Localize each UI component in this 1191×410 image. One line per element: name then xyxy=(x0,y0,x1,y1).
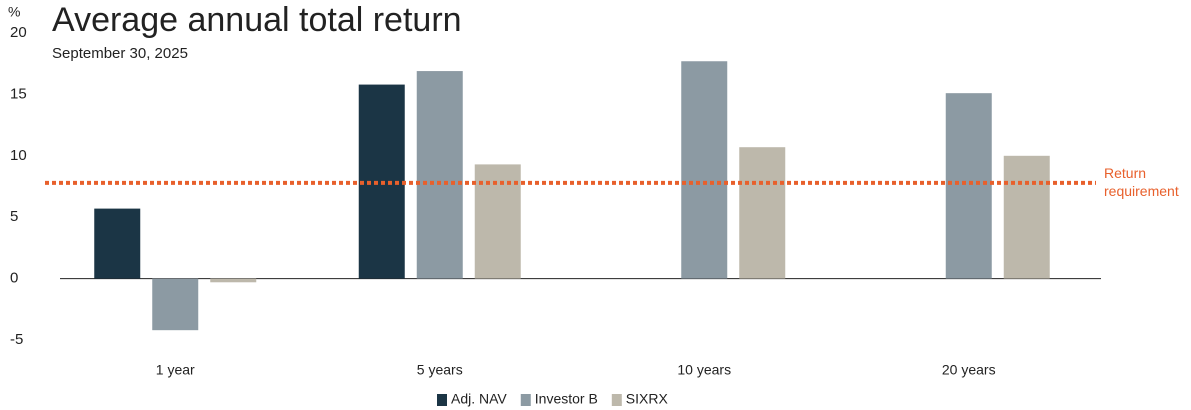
reference-label: Return requirement xyxy=(1104,164,1179,199)
legend-swatch xyxy=(437,394,447,406)
chart-subtitle: September 30, 2025 xyxy=(52,45,188,62)
bar xyxy=(1003,155,1050,279)
y-tick-label: 0 xyxy=(10,270,18,287)
legend-swatch xyxy=(520,394,531,406)
legend-label: Adj. NAV xyxy=(451,391,507,407)
y-tick-label: 15 xyxy=(10,85,27,102)
bar xyxy=(739,147,786,279)
bar xyxy=(210,278,257,283)
bar xyxy=(416,71,463,279)
bar xyxy=(681,61,728,279)
y-tick-label: 10 xyxy=(10,147,27,164)
legend-label: SIXRX xyxy=(626,391,669,407)
legend-label: Investor B xyxy=(535,391,598,407)
y-axis-label: % xyxy=(8,4,20,20)
y-tick-label: 5 xyxy=(10,208,18,225)
bar xyxy=(945,93,992,279)
x-tick-label: 10 years xyxy=(677,362,731,378)
x-tick-label: 5 years xyxy=(417,362,463,378)
legend-swatch xyxy=(611,394,622,406)
chart-title: Average annual total return xyxy=(52,1,462,39)
x-tick-label: 1 year xyxy=(156,362,195,378)
x-tick-label: 20 years xyxy=(942,362,996,378)
y-tick-label: -5 xyxy=(10,331,23,348)
y-tick-label: 20 xyxy=(10,24,27,41)
bar xyxy=(152,278,199,331)
bar xyxy=(94,208,141,279)
